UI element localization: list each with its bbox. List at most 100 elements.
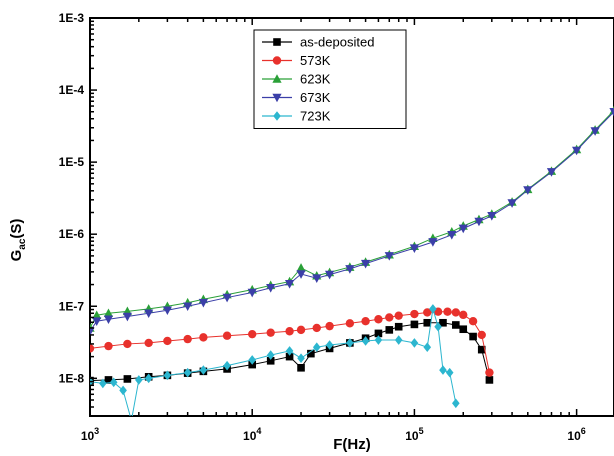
data-point: [199, 365, 208, 375]
data-point: [307, 349, 315, 358]
data-point: [459, 325, 468, 334]
legend-marker: [272, 56, 282, 65]
y-tick-label: 1E-6: [59, 227, 85, 241]
data-point: [423, 308, 432, 317]
legend-item: 573K: [262, 53, 331, 68]
data-point: [485, 368, 494, 377]
data-point: [266, 357, 275, 365]
x-tick-label-base: 10: [405, 429, 419, 443]
data-point: [163, 336, 172, 346]
x-axis-label: F(Hz): [333, 436, 371, 453]
legend-label: 573K: [300, 53, 331, 68]
y-axis-label-main: G: [8, 250, 25, 262]
data-point: [198, 298, 208, 308]
data-point: [469, 332, 477, 341]
data-point: [394, 335, 403, 345]
data-point: [248, 329, 257, 339]
y-tick-label: 1E-5: [59, 155, 85, 169]
legend-label: 623K: [300, 72, 331, 87]
data-point: [439, 318, 447, 327]
data-point: [135, 375, 143, 385]
data-point: [325, 321, 334, 331]
data-point: [163, 370, 172, 381]
data-point: [284, 279, 295, 289]
data-point: [123, 375, 132, 383]
data-point: [90, 344, 95, 353]
data-point: [144, 338, 153, 348]
data-point: [468, 317, 478, 326]
data-point: [345, 265, 355, 274]
data-point: [183, 334, 192, 344]
data-point: [324, 270, 335, 280]
legend: as-deposited 573K 623K 673K 723K: [253, 29, 407, 129]
data-point: [546, 168, 557, 177]
data-point: [459, 310, 468, 320]
data-point: [183, 367, 192, 378]
data-point: [297, 363, 305, 372]
data-point: [423, 342, 432, 353]
data-point: [487, 211, 497, 221]
data-point: [385, 326, 394, 334]
data-point: [119, 385, 127, 396]
legend-marker: [272, 74, 282, 83]
data-point: [360, 259, 371, 269]
data-point: [434, 321, 442, 332]
data-point: [123, 339, 132, 349]
data-point: [248, 355, 257, 365]
data-point: [346, 338, 354, 348]
data-point: [103, 315, 114, 325]
series-layer: [90, 105, 614, 416]
data-point: [285, 352, 294, 361]
x-tick-label: 103: [81, 426, 99, 443]
data-point: [222, 293, 232, 303]
data-point: [312, 323, 321, 333]
data-point: [144, 373, 153, 384]
data-point: [410, 338, 419, 348]
data-point: [266, 350, 275, 360]
data-point: [223, 360, 231, 371]
data-point: [103, 308, 114, 318]
data-point: [452, 398, 460, 409]
legend-item: 623K: [262, 72, 331, 87]
data-point: [410, 320, 419, 329]
legend-item: as-deposited: [262, 35, 374, 50]
data-point: [410, 309, 419, 319]
series-line: [90, 308, 457, 416]
data-point: [296, 325, 306, 335]
x-tick-label-base: 10: [567, 429, 581, 443]
x-tick-label-exponent: 5: [419, 426, 424, 436]
y-tick-label: 1E-3: [59, 11, 85, 25]
x-tick-label-exponent: 4: [256, 426, 261, 436]
x-tick-label: 105: [405, 426, 423, 443]
legend-label: as-deposited: [300, 35, 374, 50]
y-axis-label: Gac(S): [8, 219, 28, 262]
x-tick-label-base: 10: [81, 429, 95, 443]
data-point: [474, 217, 484, 227]
data-point: [384, 252, 394, 261]
data-point: [345, 319, 355, 328]
legend-item: 673K: [262, 90, 331, 105]
data-point: [99, 378, 107, 389]
legend-label: 673K: [300, 90, 331, 105]
x-tick-label-exponent: 6: [581, 426, 586, 436]
data-point: [296, 263, 306, 272]
data-point: [361, 317, 370, 326]
data-point: [104, 376, 113, 384]
data-point: [109, 377, 118, 388]
data-point: [609, 107, 614, 117]
data-point: [285, 327, 294, 336]
y-axis-label-subscript: ac: [17, 238, 28, 250]
data-point: [451, 308, 461, 317]
data-point: [423, 318, 432, 327]
data-point: [447, 231, 457, 240]
data-point: [162, 306, 172, 316]
y-tick-label: 1E-8: [59, 371, 85, 385]
legend-item: 723K: [262, 109, 331, 124]
data-point: [507, 199, 517, 208]
data-point: [374, 315, 383, 324]
legend-label: 723K: [300, 109, 331, 124]
data-point: [485, 376, 494, 384]
data-point: [394, 311, 403, 320]
